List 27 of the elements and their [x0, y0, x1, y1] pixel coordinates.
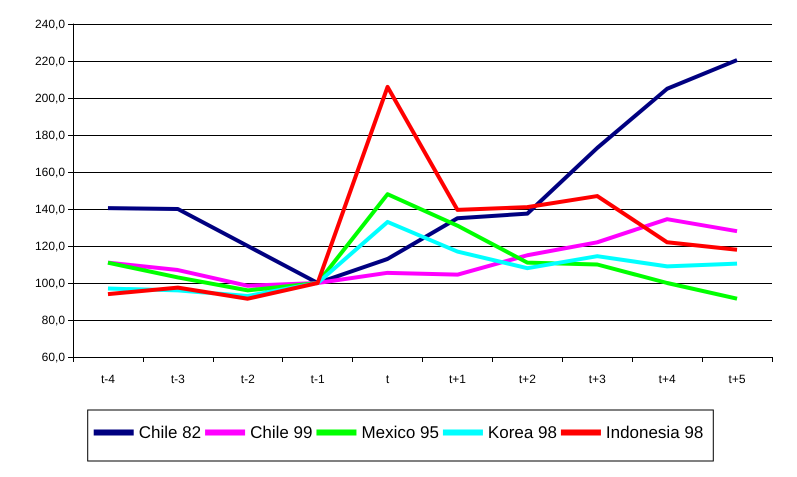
- x-tick-label: t+4: [658, 372, 676, 386]
- line-series: [106, 192, 740, 301]
- x-tick-label: t-2: [240, 372, 256, 386]
- legend-label: Chile 82: [138, 423, 202, 442]
- y-tick-label: 100,0: [34, 276, 66, 290]
- y-tick-label: 60,0: [42, 350, 66, 364]
- legend-label: Chile 99: [250, 423, 312, 442]
- y-tick-label: 160,0: [34, 165, 66, 179]
- y-tick-label: 240,0: [34, 17, 66, 31]
- y-tick-label: 180,0: [34, 128, 66, 142]
- y-tick-label: 200,0: [34, 91, 66, 105]
- y-tick-label: 80,0: [42, 313, 66, 327]
- x-tick-label: t-4: [100, 372, 116, 386]
- x-tick-label: t+5: [728, 372, 746, 386]
- line-series: [106, 84, 740, 301]
- x-tick-label: t-1: [310, 372, 325, 386]
- x-tick-label: t+1: [448, 372, 466, 386]
- y-tick-label: 140,0: [34, 202, 66, 216]
- legend-label: Indonesia 98: [606, 423, 704, 442]
- y-tick-label: 120,0: [34, 239, 66, 253]
- x-tick-label: t+3: [588, 372, 606, 386]
- legend-label: Korea 98: [488, 423, 557, 442]
- legend-label: Mexico 95: [361, 423, 439, 442]
- x-tick-label: t+2: [518, 372, 536, 386]
- x-tick-label: t-3: [170, 372, 186, 386]
- y-tick-label: 220,0: [34, 54, 66, 68]
- x-tick-label: t: [386, 372, 390, 386]
